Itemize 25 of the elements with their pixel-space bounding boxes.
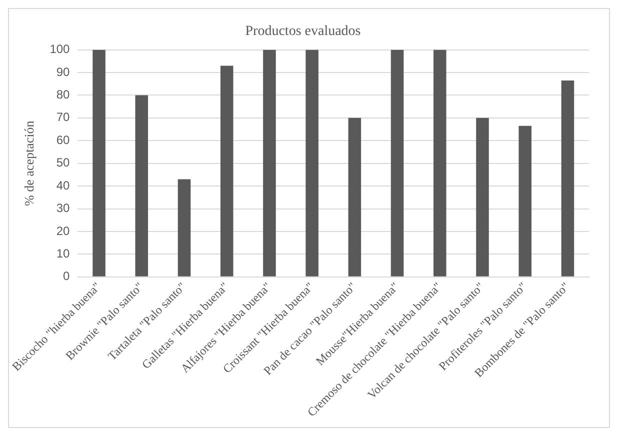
y-tick-label: 40 bbox=[56, 178, 70, 192]
bar bbox=[390, 50, 404, 276]
bar bbox=[348, 118, 362, 276]
bar bbox=[561, 80, 574, 276]
y-tick-label: 30 bbox=[56, 201, 70, 216]
y-tick-label: 80 bbox=[56, 88, 70, 102]
bar bbox=[433, 50, 446, 276]
bar bbox=[135, 95, 148, 276]
bar bbox=[220, 66, 234, 276]
y-tick-label: 90 bbox=[56, 64, 70, 79]
y-tick-label: 10 bbox=[56, 246, 70, 261]
y-tick-label: 60 bbox=[56, 132, 70, 147]
bar bbox=[178, 179, 191, 276]
chart-title: Productos evaluados bbox=[245, 24, 361, 40]
bar bbox=[92, 50, 106, 276]
y-tick-label: 70 bbox=[56, 110, 70, 124]
y-tick-label: 20 bbox=[56, 224, 70, 238]
bar bbox=[306, 50, 318, 276]
y-tick-label: 50 bbox=[56, 156, 70, 170]
y-tick-label: 0 bbox=[63, 269, 70, 284]
bar bbox=[518, 126, 532, 276]
y-axis-title: % de aceptación bbox=[21, 120, 36, 206]
bar bbox=[476, 118, 489, 276]
bar bbox=[263, 50, 276, 276]
y-tick-label: 100 bbox=[50, 42, 70, 56]
